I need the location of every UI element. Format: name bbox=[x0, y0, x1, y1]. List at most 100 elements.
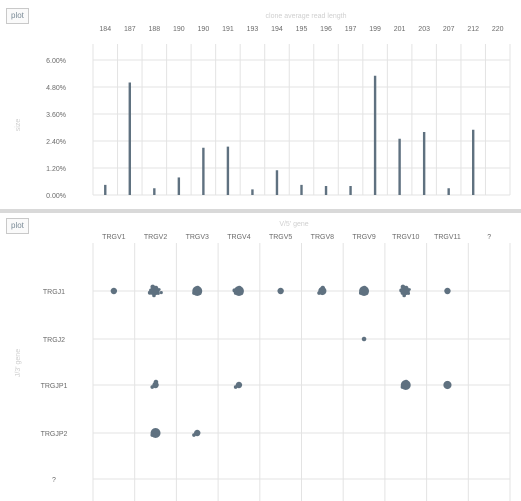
bar[interactable] bbox=[300, 184, 303, 195]
scatter-x-tick-label[interactable]: TRGV1 bbox=[102, 234, 125, 241]
bar[interactable] bbox=[226, 146, 230, 195]
scatter-point[interactable] bbox=[240, 291, 244, 295]
scatter-point[interactable] bbox=[150, 284, 156, 290]
bar-x-tick-label[interactable]: 199 bbox=[369, 26, 381, 33]
bar-x-tick-label[interactable]: 195 bbox=[296, 26, 308, 33]
scatter-point[interactable] bbox=[232, 288, 237, 293]
scatter-cluster[interactable] bbox=[361, 336, 367, 342]
scatter-cluster[interactable] bbox=[317, 285, 327, 296]
scatter-point[interactable] bbox=[403, 379, 409, 385]
scatter-x-tick-label[interactable]: TRGV4 bbox=[227, 234, 250, 241]
scatter-point[interactable] bbox=[358, 291, 363, 295]
bar[interactable] bbox=[153, 188, 156, 195]
scatter-point[interactable] bbox=[317, 291, 321, 295]
bar[interactable] bbox=[128, 82, 131, 196]
scatter-x-tick-label[interactable]: TRGV3 bbox=[186, 234, 209, 241]
scatter-point[interactable] bbox=[400, 284, 406, 290]
bar-x-tick-label[interactable]: 193 bbox=[247, 26, 259, 33]
bar-x-tick-label[interactable]: 190 bbox=[198, 26, 210, 33]
scatter-y-tick-label[interactable]: TRGJ1 bbox=[43, 289, 65, 296]
scatter-point[interactable] bbox=[362, 285, 367, 291]
bar[interactable] bbox=[422, 132, 426, 195]
bar-x-tick-label[interactable]: 203 bbox=[418, 26, 430, 33]
bar[interactable] bbox=[373, 75, 377, 195]
bar[interactable] bbox=[472, 129, 475, 195]
scatter-x-tick-label[interactable]: TRGV11 bbox=[434, 234, 461, 241]
top-plot-button[interactable]: plot bbox=[6, 8, 29, 24]
bar-x-tick-label[interactable]: 201 bbox=[394, 26, 406, 33]
scatter-x-tick-label[interactable]: TRGV5 bbox=[269, 234, 292, 241]
bottom-plot-button[interactable]: plot bbox=[6, 218, 29, 234]
scatter-point[interactable] bbox=[399, 288, 404, 293]
scatter-point[interactable] bbox=[195, 285, 200, 291]
bar-x-tick-label[interactable]: 191 bbox=[222, 26, 234, 33]
scatter-point[interactable] bbox=[233, 385, 238, 389]
scatter-point[interactable] bbox=[444, 287, 451, 295]
scatter-cluster[interactable] bbox=[358, 285, 370, 296]
scatter-cluster[interactable] bbox=[150, 379, 159, 389]
bar-x-tick-label[interactable]: 190 bbox=[173, 26, 185, 33]
bar[interactable] bbox=[104, 184, 107, 195]
scatter-cluster[interactable] bbox=[277, 287, 284, 295]
scatter-point[interactable] bbox=[400, 385, 405, 389]
scatter-point[interactable] bbox=[237, 285, 242, 291]
scatter-point[interactable] bbox=[153, 379, 159, 385]
scatter-point[interactable] bbox=[156, 291, 160, 295]
scatter-y-tick-label[interactable]: TRGJ2 bbox=[43, 337, 65, 344]
scatter-point[interactable] bbox=[408, 288, 411, 291]
scatter-x-tick-label[interactable]: TRGV9 bbox=[352, 234, 375, 241]
bar[interactable] bbox=[202, 147, 205, 195]
bar[interactable] bbox=[275, 170, 279, 195]
scatter-cluster[interactable] bbox=[192, 285, 203, 296]
scatter-x-tick-label[interactable]: TRGV2 bbox=[144, 234, 167, 241]
scatter-cluster[interactable] bbox=[232, 285, 244, 296]
scatter-point[interactable] bbox=[150, 433, 155, 437]
bar[interactable] bbox=[398, 138, 401, 195]
scatter-cluster[interactable] bbox=[400, 379, 411, 390]
scatter-point[interactable] bbox=[361, 336, 367, 342]
scatter-point[interactable] bbox=[277, 287, 284, 295]
bar-x-tick-label[interactable]: 194 bbox=[271, 26, 283, 33]
scatter-point[interactable] bbox=[147, 290, 152, 295]
bar[interactable] bbox=[447, 188, 450, 195]
scatter-point[interactable] bbox=[192, 433, 196, 437]
bar[interactable] bbox=[349, 186, 352, 195]
scatter-point[interactable] bbox=[402, 293, 406, 298]
scatter-cluster[interactable] bbox=[110, 287, 118, 295]
bar-x-tick-label[interactable]: 196 bbox=[320, 26, 332, 33]
scatter-cluster[interactable] bbox=[443, 380, 452, 390]
bar[interactable] bbox=[324, 186, 328, 195]
scatter-cluster[interactable] bbox=[150, 428, 161, 438]
scatter-point[interactable] bbox=[110, 287, 118, 295]
scatter-point[interactable] bbox=[192, 291, 196, 295]
scatter-x-tick-label[interactable]: TRGV8 bbox=[311, 234, 334, 241]
scatter-y-tick-label[interactable]: TRGJP2 bbox=[41, 431, 68, 438]
scatter-cluster[interactable] bbox=[399, 284, 411, 298]
scatter-point[interactable] bbox=[406, 291, 411, 295]
scatter-point[interactable] bbox=[198, 291, 202, 295]
scatter-point[interactable] bbox=[365, 291, 369, 295]
scatter-point[interactable] bbox=[152, 293, 156, 298]
bar[interactable] bbox=[251, 189, 254, 195]
scatter-cluster[interactable] bbox=[233, 381, 243, 389]
bar[interactable] bbox=[177, 177, 181, 195]
scatter-point[interactable] bbox=[150, 385, 155, 389]
scatter-x-tick-label[interactable]: ? bbox=[487, 234, 491, 241]
bar-x-tick-label[interactable]: 197 bbox=[345, 26, 357, 33]
bar-x-tick-label[interactable]: 184 bbox=[99, 26, 111, 33]
bar-x-tick-label[interactable]: 187 bbox=[124, 26, 136, 33]
scatter-point[interactable] bbox=[158, 288, 161, 291]
scatter-x-tick-label[interactable]: TRGV10 bbox=[392, 234, 419, 241]
scatter-cluster[interactable] bbox=[444, 287, 451, 295]
panel-divider[interactable] bbox=[0, 209, 521, 213]
scatter-y-tick-label[interactable]: TRGJP1 bbox=[41, 383, 68, 390]
scatter-point[interactable] bbox=[159, 291, 163, 295]
bar-x-tick-label[interactable]: 220 bbox=[492, 26, 504, 33]
bar-x-tick-label[interactable]: 212 bbox=[467, 26, 479, 33]
bar-x-tick-label[interactable]: 188 bbox=[148, 26, 160, 33]
scatter-point[interactable] bbox=[320, 285, 326, 291]
scatter-point[interactable] bbox=[443, 380, 452, 390]
scatter-cluster[interactable] bbox=[192, 429, 201, 437]
scatter-cluster[interactable] bbox=[147, 284, 163, 298]
bar-x-tick-label[interactable]: 207 bbox=[443, 26, 455, 33]
